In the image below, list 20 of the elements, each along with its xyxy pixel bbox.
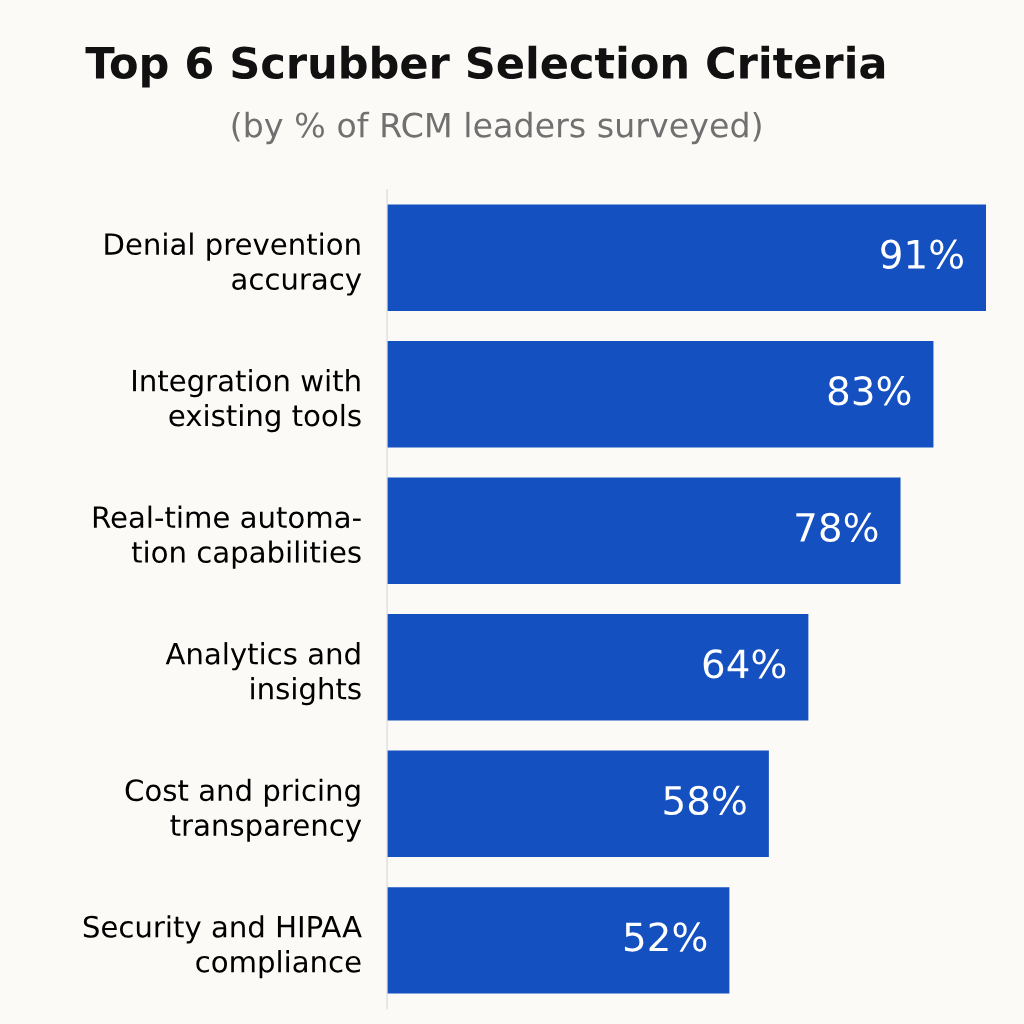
y-tick-label: Cost and pricing transparency: [125, 778, 362, 842]
y-tick-label: Real-time automa- tion capabilities: [93, 505, 361, 569]
bar: [387, 204, 987, 311]
y-tick-label: Integration with existing tools: [133, 369, 361, 433]
chart-subtitle: (by % of RCM leaders surveyed): [232, 111, 761, 145]
bar: [387, 750, 769, 858]
bar: [387, 340, 934, 448]
bar: [387, 887, 730, 994]
data-label: 58%: [664, 785, 746, 816]
data-label: 78%: [796, 512, 878, 543]
chart-title: Top 6 Scrubber Selection Criteria: [85, 45, 885, 88]
y-tick-label: Analytics and insights: [165, 642, 361, 706]
data-label: 64%: [703, 649, 786, 679]
y-tick-label: Security and HIPAA compliance: [83, 915, 362, 979]
data-label: 83%: [828, 376, 911, 406]
bar: [387, 477, 901, 585]
bar: [387, 614, 809, 721]
y-tick-label: Denial prevention accuracy: [105, 232, 362, 296]
data-label: 91%: [881, 239, 963, 269]
data-label: 52%: [624, 922, 707, 952]
